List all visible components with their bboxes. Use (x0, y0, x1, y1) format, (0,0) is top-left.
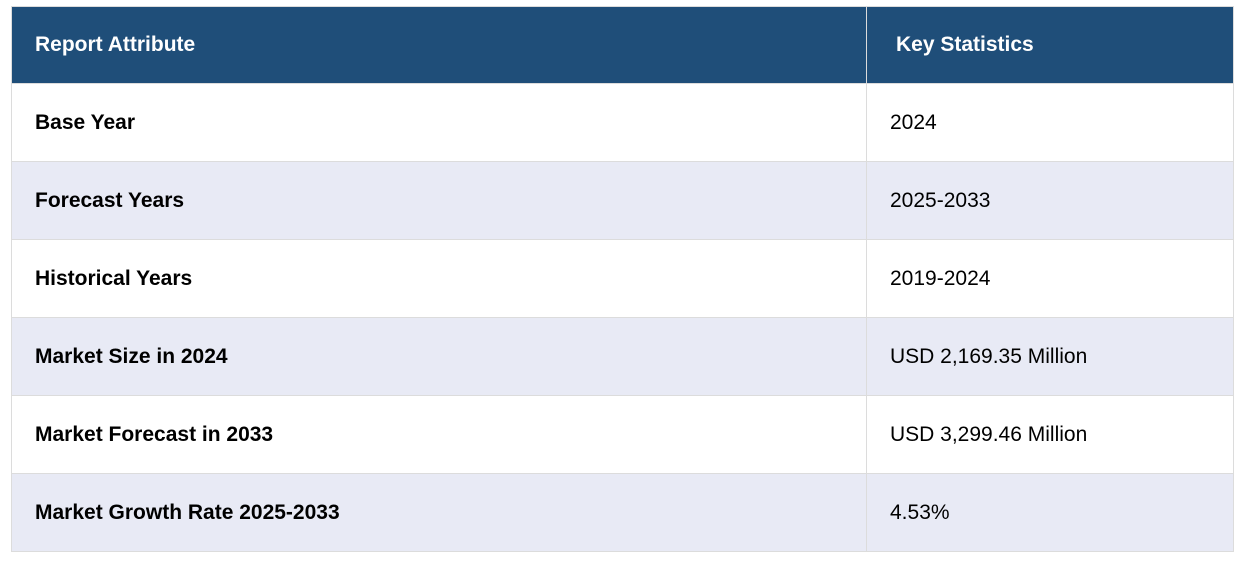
row-attribute-growth-rate: Market Growth Rate 2025-2033 (11, 473, 867, 552)
row-attribute-base-year: Base Year (11, 83, 867, 162)
row-value-market-forecast: USD 3,299.46 Million (866, 395, 1234, 474)
report-table-container: Report Attribute Key Statistics Base Yea… (11, 6, 1234, 552)
table-body: Base Year 2024 Forecast Years 2025-2033 … (11, 83, 1234, 552)
header-row: Report Attribute Key Statistics (11, 6, 1234, 84)
table-row: Forecast Years 2025-2033 (11, 161, 1234, 240)
table-row: Historical Years 2019-2024 (11, 239, 1234, 318)
row-value-forecast-years: 2025-2033 (866, 161, 1234, 240)
header-key-statistics: Key Statistics (866, 6, 1234, 84)
row-value-base-year: 2024 (866, 83, 1234, 162)
row-attribute-historical-years: Historical Years (11, 239, 867, 318)
row-value-historical-years: 2019-2024 (866, 239, 1234, 318)
table-header: Report Attribute Key Statistics (11, 6, 1234, 84)
row-attribute-market-size: Market Size in 2024 (11, 317, 867, 396)
table-row: Market Growth Rate 2025-2033 4.53% (11, 473, 1234, 552)
row-value-market-size: USD 2,169.35 Million (866, 317, 1234, 396)
table-row: Market Size in 2024 USD 2,169.35 Million (11, 317, 1234, 396)
report-attributes-table: Report Attribute Key Statistics Base Yea… (11, 6, 1234, 552)
row-value-growth-rate: 4.53% (866, 473, 1234, 552)
row-attribute-market-forecast: Market Forecast in 2033 (11, 395, 867, 474)
table-row: Base Year 2024 (11, 83, 1234, 162)
table-row: Market Forecast in 2033 USD 3,299.46 Mil… (11, 395, 1234, 474)
header-report-attribute: Report Attribute (11, 6, 867, 84)
row-attribute-forecast-years: Forecast Years (11, 161, 867, 240)
